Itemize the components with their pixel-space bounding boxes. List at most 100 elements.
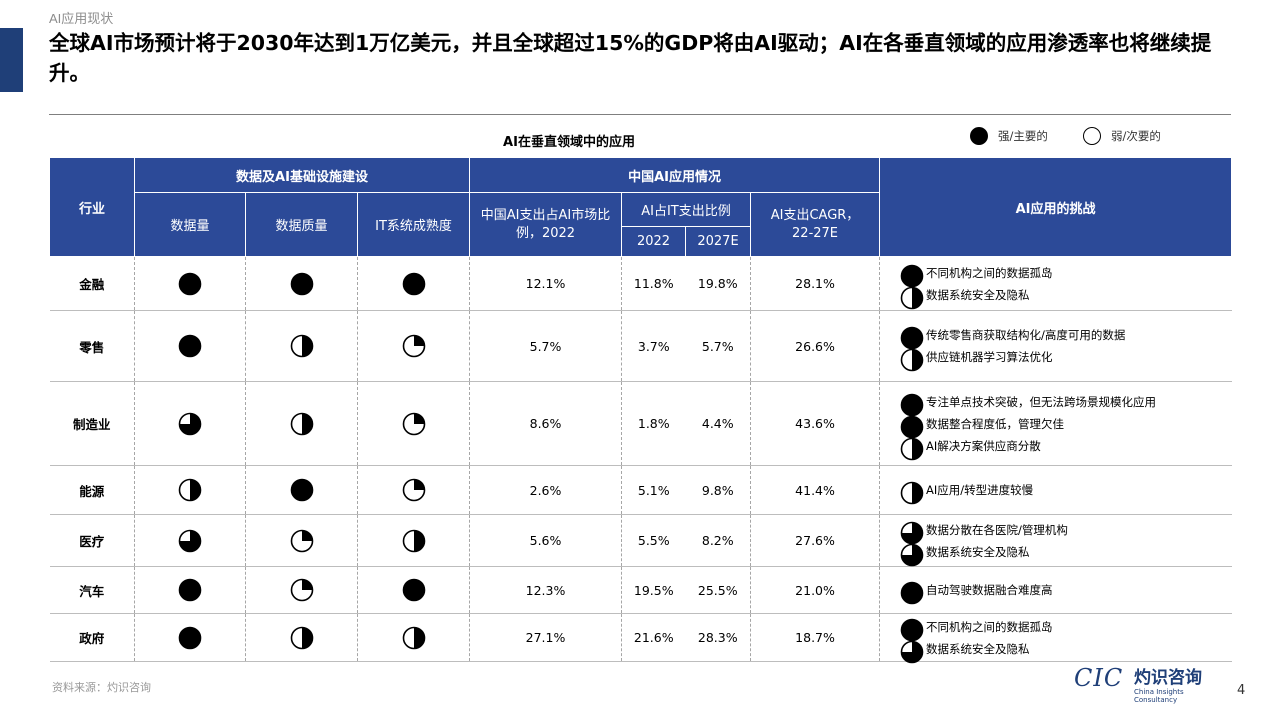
- data-quality-cell: [245, 613, 358, 662]
- challenge-text: 数据整合程度低，管理欠佳: [926, 416, 1065, 431]
- harvey-ball-icon: [900, 393, 924, 416]
- harvey-ball-icon: [290, 478, 314, 502]
- challenge-item: 不同机构之间的数据孤岛: [900, 264, 1232, 287]
- page-title: 全球AI市场预计将于2030年达到1万亿美元，并且全球超过15%的GDP将由AI…: [49, 31, 1212, 85]
- section-label: AI应用现状: [49, 11, 114, 26]
- data-quality-cell: [245, 514, 358, 567]
- challenge-text: 不同机构之间的数据孤岛: [926, 265, 1053, 280]
- cagr-value: 43.6%: [750, 381, 881, 466]
- challenge-item: 传统零售商获取结构化/高度可用的数据: [900, 326, 1232, 350]
- header-ai-market-share: 中国AI支出占AI市场比例，2022: [469, 192, 623, 257]
- cic-logo: CIC 灼识咨询 China Insights Consultancy: [1068, 662, 1228, 704]
- header-china-group: 中国AI应用情况: [469, 157, 881, 193]
- harvey-ball-icon: [900, 415, 924, 438]
- data-volume-cell: [134, 613, 246, 662]
- header-challenges: AI应用的挑战: [879, 157, 1233, 257]
- ai-it-share-2022-value: 19.5%: [621, 566, 686, 614]
- harvey-ball-icon: [900, 640, 924, 663]
- challenge-item: AI解决方案供应商分散: [900, 437, 1232, 460]
- legend-weak-label: 弱/次要的: [1111, 129, 1161, 143]
- challenge-text: 数据系统安全及隐私: [926, 544, 1030, 559]
- header-cagr: AI支出CAGR，22-27E: [750, 192, 881, 257]
- harvey-ball-icon: [402, 578, 426, 602]
- table-row: 汽车 12.3% 19.5% 25.5% 21.0% 自动驾驶数据融合难度高: [49, 566, 1232, 614]
- harvey-ball-icon: [178, 412, 202, 436]
- industry-name: 政府: [49, 613, 135, 662]
- harvey-ball-icon: [900, 264, 924, 287]
- challenges-cell: 不同机构之间的数据孤岛 数据系统安全及隐私: [879, 613, 1232, 663]
- challenges-cell: 自动驾驶数据融合难度高: [879, 566, 1232, 614]
- table-row: 能源 2.6% 5.1% 9.8% 41.4% AI应用/转型进度较慢: [49, 465, 1232, 515]
- filled-circle-icon: [970, 127, 988, 145]
- table-body: 金融 12.1% 11.8% 19.8% 28.1% 不同机构之间的数据孤岛 数据系统安全及…: [49, 256, 1232, 663]
- harvey-ball-icon: [178, 529, 202, 553]
- empty-circle-icon: [1083, 127, 1101, 145]
- data-volume-cell: [134, 465, 246, 515]
- challenge-text: AI应用/转型进度较慢: [926, 483, 1034, 497]
- harvey-ball-icon: [290, 334, 314, 358]
- cagr-value: 27.6%: [750, 514, 881, 567]
- ai-market-share-value: 12.1%: [469, 256, 623, 311]
- data-quality-cell: [245, 381, 358, 466]
- harvey-ball-icon: [178, 578, 202, 602]
- ai-it-share-2027-value: 25.5%: [685, 566, 752, 614]
- it-maturity-cell: [357, 465, 471, 515]
- harvey-ball-icon: [900, 326, 924, 350]
- ai-market-share-value: 12.3%: [469, 566, 623, 614]
- ai-it-share-2022-value: 21.6%: [621, 613, 686, 662]
- industry-name: 零售: [49, 310, 135, 382]
- header-ai-share-it: AI占IT支出比例: [621, 192, 752, 227]
- it-maturity-cell: [357, 566, 471, 614]
- title-divider: [49, 114, 1231, 115]
- harvey-ball-icon: [900, 581, 924, 605]
- harvey-ball-icon: [178, 478, 202, 502]
- challenge-item: 不同机构之间的数据孤岛: [900, 618, 1232, 641]
- ai-market-share-value: 8.6%: [469, 381, 623, 466]
- data-quality-cell: [245, 465, 358, 515]
- ai-it-share-2022-value: 5.5%: [621, 514, 686, 567]
- legend-weak: 弱/次要的: [1083, 127, 1161, 145]
- data-quality-cell: [245, 310, 358, 382]
- harvey-ball-icon: [900, 543, 924, 566]
- data-volume-cell: [134, 381, 246, 466]
- harvey-ball-icon: [290, 529, 314, 553]
- ai-it-share-2027-value: 5.7%: [685, 310, 752, 382]
- industry-name: 医疗: [49, 514, 135, 567]
- data-volume-cell: [134, 566, 246, 614]
- ai-it-share-2027-value: 4.4%: [685, 381, 752, 466]
- data-volume-cell: [134, 514, 246, 567]
- data-volume-cell: [134, 310, 246, 382]
- table-row: 制造业 8.6% 1.8% 4.4% 43.6% 专注单点技术突破，但无法跨场景规模化应用…: [49, 381, 1232, 466]
- challenge-list: 自动驾驶数据融合难度高: [880, 581, 1232, 605]
- challenges-cell: 不同机构之间的数据孤岛数据系统安全及隐私: [879, 256, 1232, 311]
- ai-it-share-2022-value: 1.8%: [621, 381, 686, 466]
- harvey-ball-icon: [402, 334, 426, 358]
- ai-it-share-2022-value: 5.1%: [621, 465, 686, 515]
- legend-strong-label: 强/主要的: [998, 129, 1048, 143]
- header-data-volume: 数据量: [134, 192, 246, 257]
- challenge-item: 供应链机器学习算法优化: [900, 348, 1232, 372]
- cagr-value: 28.1%: [750, 256, 881, 311]
- harvey-ball-icon: [900, 437, 924, 460]
- industry-name: 汽车: [49, 566, 135, 614]
- logo-name-en: China Insights Consultancy: [1134, 688, 1184, 704]
- ai-market-share-value: 5.6%: [469, 514, 623, 567]
- challenge-item: 数据系统安全及隐私: [900, 286, 1232, 309]
- harvey-ball-icon: [402, 478, 426, 502]
- challenge-item: 专注单点技术突破，但无法跨场景规模化应用: [900, 393, 1232, 416]
- harvey-ball-icon: [178, 334, 202, 358]
- harvey-ball-icon: [402, 412, 426, 436]
- ai-it-share-2022-value: 3.7%: [621, 310, 686, 382]
- vertical-ai-application-table: 行业 数据及AI基础设施建设 中国AI应用情况 AI应用的挑战 数据量 数据质量…: [49, 157, 1233, 663]
- table-row: 金融 12.1% 11.8% 19.8% 28.1% 不同机构之间的数据孤岛 数据系统安全及…: [49, 256, 1232, 311]
- legend-strong: 强/主要的: [970, 127, 1048, 145]
- cagr-value: 21.0%: [750, 566, 881, 614]
- ai-it-share-2027-value: 9.8%: [685, 465, 752, 515]
- challenge-list: 数据分散在各医院/管理机构 数据系统安全及隐私: [880, 521, 1232, 566]
- challenge-list: 不同机构之间的数据孤岛数据系统安全及隐私: [880, 264, 1232, 309]
- industry-name: 制造业: [49, 381, 135, 466]
- harvey-ball-icon: [900, 481, 924, 505]
- harvey-ball-icon: [178, 272, 202, 296]
- ai-it-share-2022-value: 11.8%: [621, 256, 686, 311]
- challenge-item: AI应用/转型进度较慢: [900, 481, 1232, 505]
